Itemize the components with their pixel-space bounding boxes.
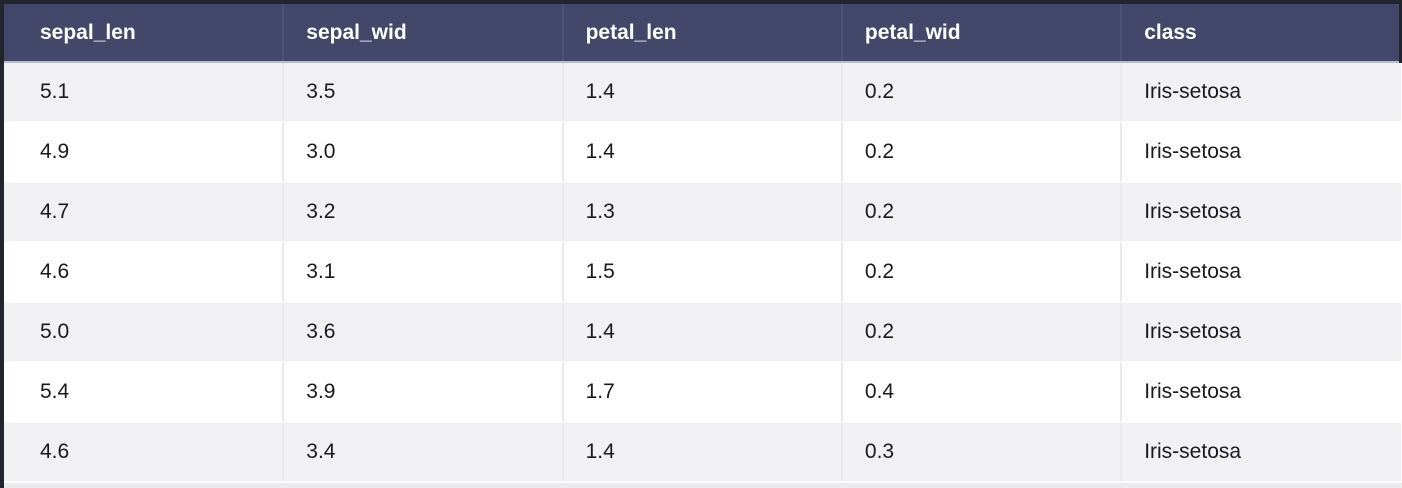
table-body: 5.1 3.5 1.4 0.2 Iris-setosa 4.9 3.0 1.4 0.2 Iris-… [4, 62, 1401, 483]
table-cell: 3.1 [283, 242, 564, 303]
table-cell: 1.4 [562, 62, 843, 123]
table-cell: 1.4 [562, 422, 843, 483]
table-row: 5.0 3.6 1.4 0.2 Iris-setosa [4, 302, 1401, 363]
table-cell: 1.7 [562, 362, 843, 423]
table-cell: 5.0 [4, 302, 285, 363]
table-cell: 4.7 [4, 182, 285, 243]
table-cell: 0.2 [841, 242, 1123, 303]
header-row: sepal_len sepal_wid petal_len petal_wid … [4, 4, 1402, 63]
table-cell: 0.2 [841, 122, 1123, 183]
table-cell: Iris-setosa [1121, 362, 1401, 423]
table-cell: 1.4 [562, 122, 843, 183]
table-cell: Iris-setosa [1121, 122, 1401, 183]
table-row: 5.4 3.9 1.7 0.4 Iris-setosa [4, 362, 1401, 423]
table-cell: Iris-setosa [1121, 242, 1401, 303]
table-cell: 0.2 [841, 302, 1123, 363]
column-header-petal-wid[interactable]: petal_wid [841, 4, 1123, 63]
table-cell: 4.9 [4, 122, 285, 183]
table-cell: 1.3 [562, 182, 843, 243]
table-cell: 0.3 [841, 422, 1123, 483]
column-header-petal-len[interactable]: petal_len [562, 4, 843, 63]
table-cell: 0.2 [841, 62, 1123, 123]
column-header-class[interactable]: class [1121, 4, 1402, 63]
table-cell: 5.4 [4, 362, 285, 423]
table-cell: 3.6 [283, 302, 564, 363]
table-cell: 4.6 [4, 422, 285, 483]
table-cell: Iris-setosa [1121, 302, 1401, 363]
table-cell: Iris-setosa [1121, 182, 1401, 243]
table-cell: 3.9 [283, 362, 564, 423]
table-cell: 4.6 [4, 242, 285, 303]
table-cell: Iris-setosa [1121, 422, 1401, 483]
iris-data-table: sepal_len sepal_wid petal_len petal_wid … [4, 4, 1402, 483]
table-row: 4.6 3.1 1.5 0.2 Iris-setosa [4, 242, 1401, 303]
table-row: 4.9 3.0 1.4 0.2 Iris-setosa [4, 122, 1401, 183]
table-cell: 0.4 [841, 362, 1123, 423]
column-header-sepal-wid[interactable]: sepal_wid [283, 4, 564, 63]
table-cell: 1.4 [562, 302, 843, 363]
table-cell: 3.0 [283, 122, 564, 183]
table-cell: 3.2 [283, 182, 564, 243]
partial-next-row-strip [4, 483, 1402, 488]
table-cell: 3.4 [283, 422, 564, 483]
table-cell: Iris-setosa [1121, 62, 1401, 123]
column-header-sepal-len[interactable]: sepal_len [4, 4, 285, 63]
table-cell: 5.1 [4, 62, 285, 123]
table-row: 4.7 3.2 1.3 0.2 Iris-setosa [4, 182, 1401, 243]
table-row: 5.1 3.5 1.4 0.2 Iris-setosa [4, 62, 1401, 123]
table-row: 4.6 3.4 1.4 0.3 Iris-setosa [4, 422, 1401, 483]
table-cell: 0.2 [841, 182, 1123, 243]
table-cell: 1.5 [562, 242, 843, 303]
table-cell: 3.5 [283, 62, 564, 123]
